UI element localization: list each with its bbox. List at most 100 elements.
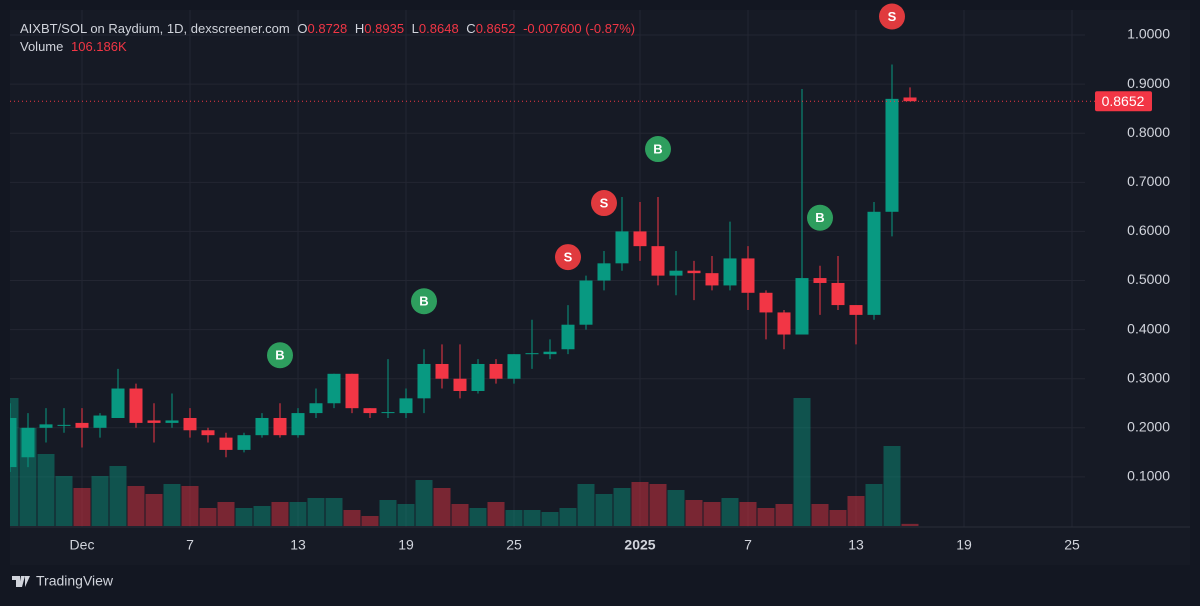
- volume-bar: [271, 502, 289, 526]
- volume-bar: [37, 454, 55, 526]
- volume-bar: [703, 502, 721, 526]
- signal-marker: [591, 190, 617, 217]
- volume-bar: [667, 490, 685, 526]
- close-label: C: [466, 21, 476, 36]
- candle-body: [435, 363, 449, 379]
- change: -0.007600 (-0.87%): [523, 21, 636, 36]
- candle-body: [309, 403, 323, 414]
- volume-bar: [307, 498, 325, 526]
- volume-bar: [649, 484, 667, 526]
- candle-body: [327, 373, 341, 404]
- volume-bar: [325, 498, 343, 526]
- y-tick-label: 0.6000: [1127, 222, 1170, 238]
- legend-row: Volume 106.186K: [20, 38, 639, 56]
- volume-bar: [505, 510, 523, 526]
- volume-bar: [901, 523, 919, 526]
- candle-body: [651, 246, 665, 276]
- high-label: H: [354, 21, 365, 36]
- candle-body: [111, 388, 125, 418]
- candle-body: [867, 211, 881, 315]
- open-value: 0.8728: [307, 21, 348, 36]
- price-tag: [1095, 91, 1152, 112]
- signal-marker: [555, 244, 581, 271]
- volume-bar: [199, 508, 217, 526]
- candle-body: [273, 417, 287, 436]
- volume-bar: [55, 476, 73, 526]
- signal-marker: [267, 342, 293, 369]
- legend: AIXBT/SOL on Raydium, 1D, dexscreener.co…: [20, 20, 639, 56]
- volume-bar: [433, 488, 451, 526]
- volume-bar: [883, 446, 901, 526]
- volume-bar: [577, 484, 595, 526]
- volume-bar: [829, 510, 847, 526]
- candle-body: [471, 363, 485, 391]
- volume-bar: [109, 466, 127, 526]
- volume-bar: [541, 512, 559, 526]
- brand-logo: [12, 576, 30, 587]
- signal-marker: [879, 3, 905, 30]
- brand-name: TradingView: [36, 573, 114, 589]
- candle-body: [363, 408, 377, 414]
- volume-bar: [145, 494, 163, 526]
- volume-bar: [631, 482, 649, 526]
- candle-body: [345, 373, 359, 409]
- brand: TradingView: [12, 573, 114, 589]
- volume-bar: [397, 504, 415, 526]
- y-tick-label: 0.2000: [1127, 419, 1170, 435]
- candle-body: [561, 324, 575, 350]
- volume-value: 106.186K: [71, 39, 127, 54]
- volume-bar: [757, 508, 775, 526]
- candle-body: [417, 363, 431, 399]
- volume-bar: [91, 476, 109, 526]
- candle-body: [201, 430, 215, 436]
- symbol: AIXBT/SOL on Raydium, 1D, dexscreener.co…: [20, 21, 290, 36]
- open-label: O: [297, 21, 308, 36]
- y-tick-label: 0.5000: [1127, 271, 1170, 287]
- volume-bar: [523, 510, 541, 526]
- y-tick-label: 0.1000: [1127, 468, 1170, 484]
- price-tag-label: 0.8652: [1102, 93, 1145, 109]
- volume-bar: [865, 484, 883, 526]
- candle-body: [75, 422, 89, 428]
- volume-bar: [793, 398, 811, 526]
- candle-body: [669, 270, 683, 276]
- volume-bar: [739, 502, 757, 526]
- volume-bar: [451, 504, 469, 526]
- volume-bar: [217, 502, 235, 526]
- candle-body: [21, 427, 35, 458]
- signal-label: S: [564, 250, 573, 265]
- signal-label: B: [653, 141, 662, 156]
- candle-body: [507, 354, 521, 379]
- candle-body: [165, 420, 179, 423]
- candle-body: [885, 98, 899, 212]
- candle-body: [489, 363, 503, 379]
- x-tick-label: 13: [290, 537, 306, 553]
- volume-bar: [721, 498, 739, 526]
- x-tick-label: 19: [956, 537, 972, 553]
- candle-body: [399, 398, 413, 414]
- volume-bar: [847, 496, 865, 526]
- candle-body: [813, 278, 827, 283]
- volume-bar: [163, 484, 181, 526]
- candle-body: [129, 388, 143, 423]
- candle-body: [183, 417, 197, 431]
- signal-label: B: [275, 348, 284, 363]
- signal-label: B: [419, 294, 428, 309]
- y-tick-label: 0.8000: [1127, 124, 1170, 140]
- volume-bar: [127, 486, 145, 526]
- candle-body: [741, 258, 755, 293]
- x-tick-label: 19: [398, 537, 414, 553]
- signal-marker: [807, 204, 833, 231]
- chart-background: [10, 10, 1190, 565]
- candle-body: [291, 413, 305, 436]
- candle-body: [633, 231, 647, 247]
- volume-bar: [613, 488, 631, 526]
- volume-bar: [289, 502, 307, 526]
- volume-bar: [775, 504, 793, 526]
- candle-body: [237, 435, 251, 450]
- y-tick-label: 1.0000: [1127, 26, 1170, 42]
- candle-body: [39, 424, 53, 428]
- candle-body: [147, 420, 161, 423]
